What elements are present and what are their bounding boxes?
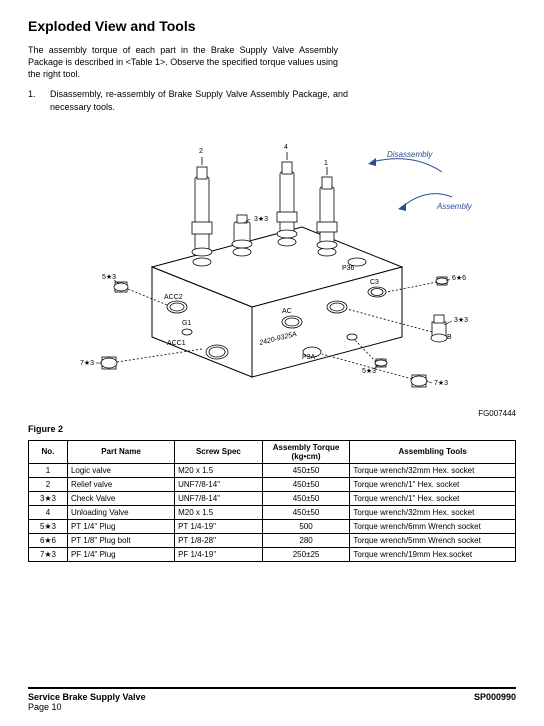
col-screwspec: Screw Spec (175, 440, 263, 463)
callout-5x3a: 5★3 (102, 273, 116, 281)
label-acc2: ACC2 (164, 294, 183, 301)
table-cell: M20 x 1.5 (175, 463, 263, 477)
callout-5x3b: 5★3 (362, 367, 376, 375)
figure-code: FG007444 (28, 409, 516, 418)
table-row: 2Relief valveUNF7/8-14"450±50Torque wren… (29, 477, 516, 491)
table-cell: PT 1/8" Plug bolt (67, 533, 174, 547)
table-cell: PT 1/8-28" (175, 533, 263, 547)
table-cell: 450±50 (262, 491, 350, 505)
table-cell: Relief valve (67, 477, 174, 491)
table-cell: Unloading Valve (67, 505, 174, 519)
table-cell: 450±50 (262, 477, 350, 491)
table-row: 3★3Check ValveUNF7/8-14"450±50Torque wre… (29, 491, 516, 505)
table-cell: 5★3 (29, 519, 68, 533)
table-cell: PT 1/4" Plug (67, 519, 174, 533)
callout-6x6: 6★6 (452, 274, 466, 282)
table-row: 1Logic valveM20 x 1.5450±50Torque wrench… (29, 463, 516, 477)
table-cell: 1 (29, 463, 68, 477)
table-cell: 450±50 (262, 463, 350, 477)
table-cell: Torque wrench/32mm Hex. socket (350, 463, 516, 477)
table-cell: 3★3 (29, 491, 68, 505)
table-cell: 500 (262, 519, 350, 533)
numbered-item: 1. Disassembly, re-assembly of Brake Sup… (28, 88, 348, 112)
col-torque: Assembly Torque (kg•cm) (262, 440, 350, 463)
col-tools: Assembling Tools (350, 440, 516, 463)
table-cell: 7★3 (29, 547, 68, 561)
table-cell: Torque wrench/1" Hex. socket (350, 477, 516, 491)
label-c3: C3 (370, 279, 379, 286)
label-p3a: P3A (302, 354, 316, 361)
table-cell: 280 (262, 533, 350, 547)
callout-3x3b: 3★3 (454, 316, 468, 324)
table-cell: M20 x 1.5 (175, 505, 263, 519)
table-row: 7★3PF 1/4" PlugPF 1/4-19"250±25Torque wr… (29, 547, 516, 561)
table-row: 5★3PT 1/4" PlugPT 1/4-19"500Torque wrenc… (29, 519, 516, 533)
table-cell: Torque wrench/6mm Wrench socket (350, 519, 516, 533)
figure-label: Figure 2 (28, 424, 516, 434)
figure-container: Disassembly Assembly 2 4 1 3★3 5★3 6★6 3… (28, 127, 516, 418)
table-cell: 4 (29, 505, 68, 519)
table-cell: Check Valve (67, 491, 174, 505)
callout-7x3a: 7★3 (80, 359, 94, 367)
footer-right: SP000990 (474, 692, 516, 712)
callout-4: 4 (284, 144, 288, 151)
table-cell: Torque wrench/5mm Wrench socket (350, 533, 516, 547)
table-cell: 450±50 (262, 505, 350, 519)
item-text: Disassembly, re-assembly of Brake Supply… (50, 88, 348, 112)
callout-1: 1 (324, 160, 328, 167)
table-cell: PT 1/4-19" (175, 519, 263, 533)
table-row: 6★6PT 1/8" Plug boltPT 1/8-28"280Torque … (29, 533, 516, 547)
label-g1: G1 (182, 320, 191, 327)
label-ac: AC (282, 308, 292, 315)
col-no: No. (29, 440, 68, 463)
label-acc1: ACC1 (167, 340, 186, 347)
footer-left: Service Brake Supply Valve Page 10 (28, 692, 146, 712)
disassembly-label: Disassembly (387, 150, 433, 159)
footer-page: Page 10 (28, 702, 62, 712)
item-number: 1. (28, 88, 50, 112)
intro-paragraph: The assembly torque of each part in the … (28, 44, 338, 80)
table-row: 4Unloading ValveM20 x 1.5450±50Torque wr… (29, 505, 516, 519)
callout-2: 2 (199, 148, 203, 155)
exploded-diagram: Disassembly Assembly 2 4 1 3★3 5★3 6★6 3… (42, 127, 502, 407)
table-header-row: No. Part Name Screw Spec Assembly Torque… (29, 440, 516, 463)
table-cell: PF 1/4-19" (175, 547, 263, 561)
table-cell: Torque wrench/19mm Hex.socket (350, 547, 516, 561)
footer-doc-title: Service Brake Supply Valve (28, 692, 146, 702)
table-cell: 6★6 (29, 533, 68, 547)
callout-7x3b: 7★3 (434, 379, 448, 387)
callout-3x3: 3★3 (254, 215, 268, 223)
torque-table: No. Part Name Screw Spec Assembly Torque… (28, 440, 516, 562)
assembly-label: Assembly (436, 202, 473, 211)
table-cell: UNF7/8-14" (175, 491, 263, 505)
table-cell: 250±25 (262, 547, 350, 561)
table-cell: Logic valve (67, 463, 174, 477)
table-cell: Torque wrench/32mm Hex. socket (350, 505, 516, 519)
col-partname: Part Name (67, 440, 174, 463)
page-footer: Service Brake Supply Valve Page 10 SP000… (28, 687, 516, 712)
table-cell: Torque wrench/1" Hex. socket (350, 491, 516, 505)
label-p36: P36 (342, 265, 355, 272)
table-cell: 2 (29, 477, 68, 491)
table-cell: PF 1/4" Plug (67, 547, 174, 561)
table-cell: UNF7/8-14" (175, 477, 263, 491)
page-title: Exploded View and Tools (28, 18, 516, 34)
label-b: B (447, 334, 452, 341)
